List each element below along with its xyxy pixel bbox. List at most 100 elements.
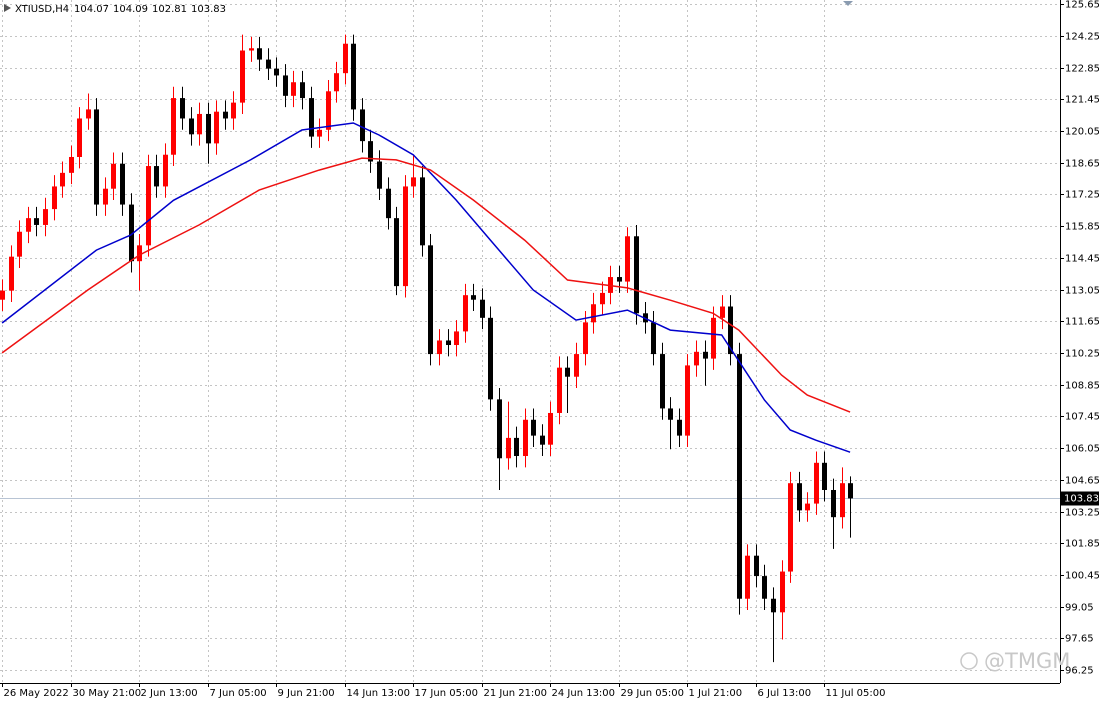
x-tick-label: 29 Jun 05:00 (621, 688, 685, 699)
candle-body (86, 109, 91, 119)
candle-body (685, 365, 690, 436)
candle-body (94, 109, 99, 205)
y-tick-label: 113.05 (1065, 286, 1099, 297)
y-tick-label: 100.45 (1065, 571, 1099, 582)
candle-body (214, 111, 219, 144)
candle-body (137, 245, 142, 262)
candle-body (60, 172, 65, 187)
candle-body (266, 59, 271, 69)
candle-body (103, 188, 108, 205)
candle-body (531, 419, 536, 436)
candle-body (240, 50, 245, 103)
candle-body (360, 109, 365, 142)
candle-body (291, 82, 296, 96)
candle-body (351, 43, 356, 110)
moving-average (1, 122, 851, 453)
y-tick-label: 96.25 (1065, 666, 1094, 677)
y-tick-label: 104.65 (1065, 476, 1099, 487)
candle-body (780, 571, 785, 613)
x-tick-label: 14 Jun 13:00 (347, 688, 411, 699)
candle-body (26, 218, 31, 232)
candle-body (231, 102, 236, 119)
candle-body (111, 163, 116, 189)
y-tick-label: 122.85 (1065, 64, 1099, 75)
x-tick-label: 2 Jun 13:00 (141, 688, 198, 699)
candle-body (326, 91, 331, 130)
candle-body (300, 82, 305, 99)
y-tick-label: 111.65 (1065, 317, 1099, 328)
candle-body (9, 256, 14, 291)
candle-body (120, 163, 125, 205)
candle-body (557, 367, 562, 413)
candle-body (737, 354, 742, 599)
candle-body (223, 111, 228, 119)
candle-body (411, 177, 416, 187)
candle-body (343, 43, 348, 74)
y-tick-label: 107.45 (1065, 412, 1099, 423)
candle-body (497, 399, 502, 459)
x-tick-label: 17 Jun 05:00 (415, 688, 479, 699)
candle-body (34, 218, 39, 225)
candle-body (745, 555, 750, 599)
candle-body (377, 161, 382, 189)
candle-body (274, 68, 279, 76)
candle-body (17, 231, 22, 257)
candle-body (634, 236, 639, 314)
candle-body (197, 113, 202, 135)
candle-body (600, 292, 605, 305)
candle-body (129, 204, 134, 262)
y-tick-label: 101.85 (1065, 539, 1099, 550)
x-tick-label: 7 Jun 05:00 (210, 688, 267, 699)
y-tick-label: 120.05 (1065, 127, 1099, 138)
y-tick-label: 118.65 (1065, 159, 1099, 170)
candle-body (428, 245, 433, 355)
candle-body (420, 177, 425, 246)
candle-body (69, 156, 74, 173)
y-tick-label: 124.25 (1065, 32, 1099, 43)
candle-body (814, 462, 819, 504)
candle-body (694, 351, 699, 366)
candle-body (146, 166, 151, 246)
candle-body (668, 408, 673, 420)
candle-body (257, 48, 262, 60)
moving-average (1, 157, 851, 413)
candle-body (43, 209, 48, 225)
candle-body (189, 118, 194, 135)
candle-body (403, 186, 408, 287)
y-tick-label: 114.45 (1065, 254, 1099, 265)
ohlc-value: 103.83 (191, 4, 226, 15)
ohlc-value: 104.09 (113, 4, 148, 15)
watermark-logo (960, 652, 978, 670)
candle-body (720, 306, 725, 318)
candle-body (523, 419, 528, 457)
y-tick-label: 97.65 (1065, 634, 1094, 645)
candle-body (171, 98, 176, 155)
candle-body (480, 299, 485, 318)
candle-body (797, 483, 802, 511)
candle-body (617, 277, 622, 282)
candle-body (463, 295, 468, 332)
x-tick-label: 24 Jun 13:00 (552, 688, 616, 699)
candle-body (0, 290, 5, 300)
candle-body (771, 598, 776, 613)
candle-body (677, 419, 682, 436)
ohlc-header: 104.07 104.09 102.81 103.83 (74, 4, 226, 15)
candle-body (446, 340, 451, 346)
candle-body (77, 118, 82, 157)
candle-body (711, 317, 716, 359)
candle-body (488, 317, 493, 400)
shift-marker (843, 1, 853, 6)
candle-body (471, 295, 476, 300)
y-tick-label: 121.45 (1065, 95, 1099, 106)
candle-body (591, 304, 596, 323)
candle-body (52, 186, 57, 210)
candle-body (386, 188, 391, 219)
candle-body (540, 435, 545, 445)
candle-body (394, 218, 399, 287)
candle-body (574, 354, 579, 377)
symbol: XTIUSD,H4 (15, 4, 69, 15)
x-tick-label: 11 Jul 05:00 (826, 688, 886, 699)
candle-body (660, 354, 665, 409)
x-tick-label: 9 Jun 21:00 (278, 688, 335, 699)
